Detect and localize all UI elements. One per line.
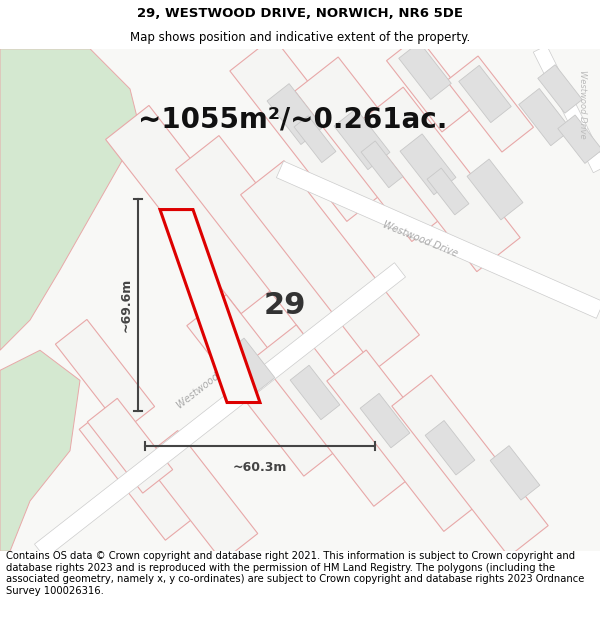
Text: Westwood Drive: Westwood Drive <box>175 354 245 411</box>
Polygon shape <box>425 421 475 475</box>
Polygon shape <box>399 42 451 99</box>
Polygon shape <box>427 168 469 215</box>
Polygon shape <box>386 36 473 132</box>
Polygon shape <box>533 46 600 172</box>
Polygon shape <box>361 141 403 188</box>
Polygon shape <box>294 116 336 162</box>
Polygon shape <box>88 398 173 493</box>
Text: ~60.3m: ~60.3m <box>233 461 287 474</box>
Text: ~69.6m: ~69.6m <box>119 278 133 332</box>
Polygon shape <box>160 209 260 402</box>
Polygon shape <box>176 136 355 344</box>
Polygon shape <box>446 56 533 152</box>
Polygon shape <box>538 65 582 113</box>
Polygon shape <box>295 57 455 241</box>
Text: ~1055m²/~0.261ac.: ~1055m²/~0.261ac. <box>138 105 448 133</box>
Polygon shape <box>241 161 419 369</box>
Polygon shape <box>34 262 406 558</box>
Polygon shape <box>360 87 520 272</box>
Text: Contains OS data © Crown copyright and database right 2021. This information is : Contains OS data © Crown copyright and d… <box>6 551 584 596</box>
Polygon shape <box>558 115 600 163</box>
Polygon shape <box>0 350 80 551</box>
Polygon shape <box>490 446 540 500</box>
Polygon shape <box>519 89 571 146</box>
Polygon shape <box>257 325 413 506</box>
Polygon shape <box>55 319 155 431</box>
Text: Westwood Drive: Westwood Drive <box>381 220 459 259</box>
Polygon shape <box>225 338 275 392</box>
Polygon shape <box>400 134 456 195</box>
Polygon shape <box>392 375 548 556</box>
Text: 29: 29 <box>264 291 306 319</box>
Polygon shape <box>267 84 323 144</box>
Polygon shape <box>360 393 410 448</box>
Polygon shape <box>230 37 390 221</box>
Polygon shape <box>459 66 511 122</box>
Text: 29, WESTWOOD DRIVE, NORWICH, NR6 5DE: 29, WESTWOOD DRIVE, NORWICH, NR6 5DE <box>137 7 463 20</box>
Polygon shape <box>187 295 343 476</box>
Text: Map shows position and indicative extent of the property.: Map shows position and indicative extent… <box>130 31 470 44</box>
Polygon shape <box>106 106 284 314</box>
Polygon shape <box>290 365 340 419</box>
Polygon shape <box>334 109 390 169</box>
Polygon shape <box>277 161 600 318</box>
Polygon shape <box>142 431 258 561</box>
Polygon shape <box>467 159 523 220</box>
Text: Westwood Drive: Westwood Drive <box>577 70 587 138</box>
Polygon shape <box>0 49 140 350</box>
Polygon shape <box>79 401 201 540</box>
Polygon shape <box>327 350 483 531</box>
